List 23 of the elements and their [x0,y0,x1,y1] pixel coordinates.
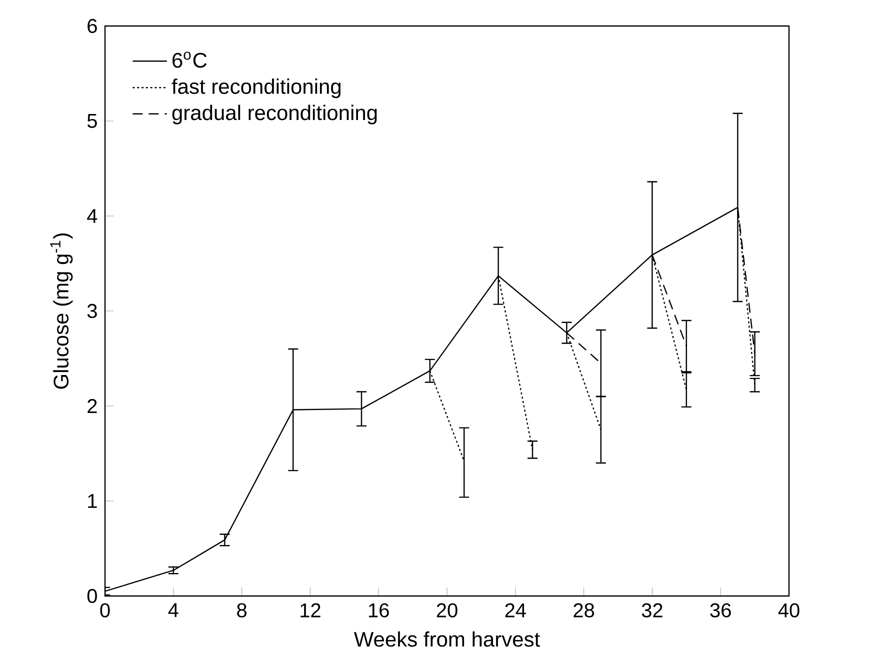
x-tick-label: 12 [300,603,320,618]
legend-label: gradual reconditioning [172,104,377,124]
x-tick-label: 40 [778,603,800,618]
x-tick-label: 32 [642,603,662,618]
x-tick-label: 28 [574,603,594,618]
x-tick-label: 0 [100,603,110,618]
y-tick-label: 4 [87,209,98,223]
x-axis-title: Weeks from harvest [354,631,540,647]
y-tick-label: 2 [88,399,97,413]
x-tick-label: 36 [710,603,731,618]
y-tick-label: 3 [87,304,97,318]
x-tick-label: 4 [168,603,178,618]
x-tick-label: 8 [237,603,246,618]
legend-label: fast reconditioning [172,78,341,98]
y-tick-label: 6 [88,18,97,34]
y-tick-label: 0 [87,588,97,604]
legend-label: 6$^{o}$C [172,52,207,68]
y-tick-label: 5 [87,114,97,128]
x-tick-label: 20 [436,603,458,618]
y-tick-label: 1 [88,494,97,508]
y-axis-title: Glucose (mg g$^{-1}$) [50,233,73,389]
x-tick-label: 16 [369,603,389,618]
x-tick-label: 24 [505,603,526,618]
